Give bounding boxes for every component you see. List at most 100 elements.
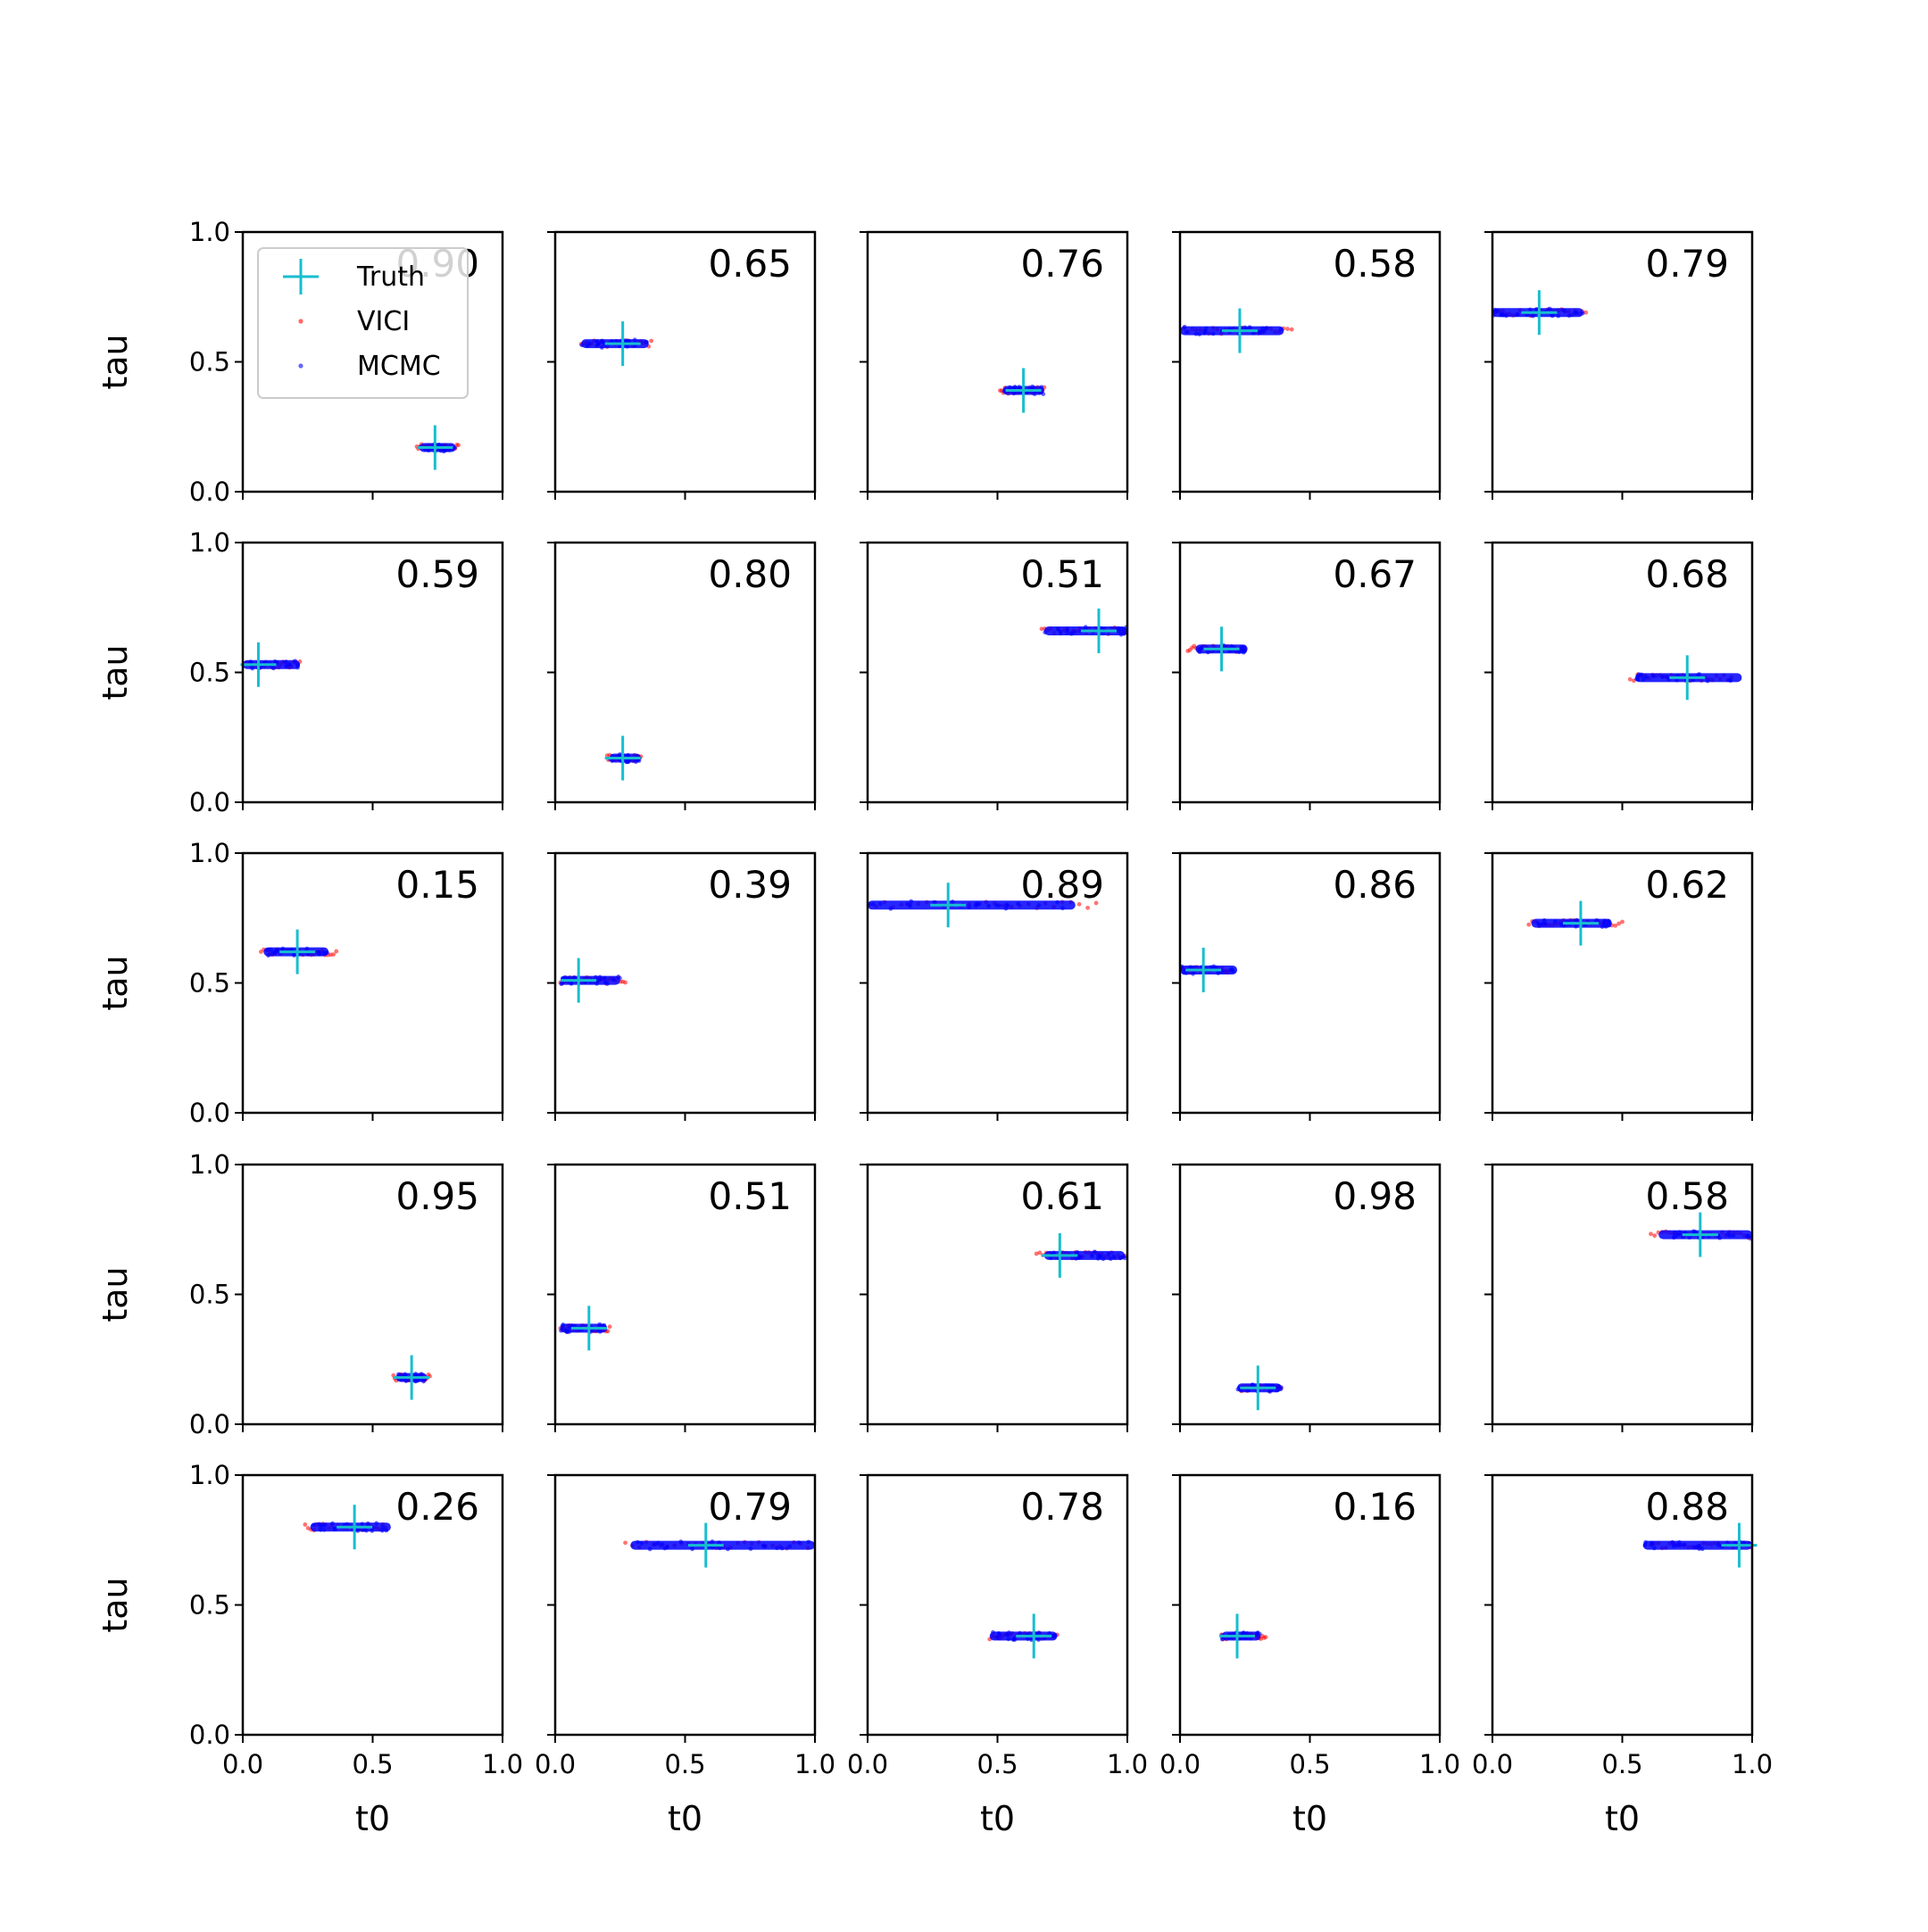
mcmc-sample (441, 449, 446, 454)
mcmc-sample (321, 1527, 327, 1532)
y-tick-label: 0.0 (189, 1098, 230, 1128)
legend-dot-icon (298, 319, 303, 324)
mcmc-sample (312, 1522, 317, 1528)
mcmc-sample (1547, 306, 1552, 311)
legend-box (257, 247, 469, 399)
mcmc-sample (284, 659, 288, 664)
mcmc-sample (248, 659, 253, 665)
mcmc-sample (331, 1526, 337, 1531)
mcmc-sample (639, 1540, 644, 1546)
mcmc-sample (1728, 678, 1733, 684)
vici-sample (334, 949, 339, 954)
mcmc-sample (1258, 328, 1263, 334)
mcmc-sample (1011, 1637, 1017, 1642)
mcmc-sample (1527, 307, 1533, 312)
vici-sample (1263, 1635, 1268, 1639)
panel-score: 0.51 (708, 1174, 792, 1218)
mcmc-sample (613, 338, 619, 344)
y-axis-label: tau (96, 334, 135, 389)
panel-score: 0.79 (708, 1485, 792, 1529)
mcmc-sample (1003, 906, 1009, 911)
vici-sample (623, 980, 627, 985)
mcmc-sample (1118, 1256, 1123, 1261)
mcmc-sample (370, 1529, 375, 1533)
panel-score: 0.58 (1645, 1174, 1729, 1218)
vici-sample (623, 1540, 627, 1546)
mcmc-sample (1043, 630, 1048, 635)
mcmc-sample (270, 949, 276, 955)
vici-sample (1076, 901, 1082, 907)
mcmc-sample (287, 661, 293, 667)
panel-score: 0.68 (1645, 552, 1729, 596)
mcmc-sample (725, 1546, 730, 1552)
mcmc-sample (1639, 672, 1644, 677)
mcmc-sample (1032, 392, 1037, 397)
x-tick-label: 0.0 (1472, 1749, 1513, 1779)
mcmc-sample (1083, 625, 1088, 630)
mcmc-sample (1216, 971, 1221, 975)
mcmc-sample (1675, 677, 1680, 683)
mcmc-sample (1203, 326, 1209, 331)
vici-sample (1613, 923, 1618, 928)
mcmc-sample (1671, 1235, 1676, 1240)
legend-label: VICI (357, 306, 410, 337)
mcmc-sample (595, 343, 601, 348)
mcmc-sample (986, 903, 991, 908)
mcmc-sample (355, 1529, 361, 1533)
mcmc-sample (318, 1527, 323, 1532)
mcmc-sample (973, 903, 978, 908)
panel-score: 0.86 (1333, 863, 1417, 907)
panel-19: 0.98 (1172, 1163, 1442, 1432)
mcmc-sample (1651, 674, 1656, 679)
vici-sample (1649, 1231, 1653, 1237)
x-axis-label: t0 (668, 1799, 702, 1838)
panel-score: 0.39 (708, 863, 792, 907)
panel-8: 0.51 (860, 541, 1129, 810)
vici-sample (1652, 1233, 1658, 1239)
mcmc-sample (412, 1379, 418, 1383)
y-tick-label: 0.5 (189, 347, 230, 377)
mcmc-sample (1695, 1544, 1700, 1549)
mcmc-sample (1235, 1387, 1241, 1392)
x-tick-label: 1.0 (1732, 1749, 1773, 1779)
y-tick-label: 0.0 (189, 1720, 230, 1750)
mcmc-sample (1687, 1235, 1692, 1240)
mcmc-band (868, 900, 1076, 910)
mcmc-sample (559, 982, 564, 986)
mcmc-sample (1197, 332, 1202, 336)
mcmc-sample (616, 974, 621, 979)
mcmc-sample (1664, 675, 1669, 679)
mcmc-sample (806, 1539, 811, 1545)
mcmc-sample (1197, 650, 1202, 654)
mcmc-sample (1026, 1637, 1030, 1641)
mcmc-sample (1705, 678, 1710, 684)
mcmc-sample (1264, 326, 1268, 331)
mcmc-sample (1017, 385, 1022, 390)
y-tick-label: 1.0 (189, 838, 230, 868)
panel-score: 0.65 (708, 242, 792, 286)
mcmc-sample (274, 948, 278, 953)
mcmc-sample (1504, 313, 1508, 319)
mcmc-sample (1552, 919, 1558, 925)
mcmc-sample (304, 946, 310, 951)
mcmc-sample (379, 1528, 385, 1533)
mcmc-sample (1541, 922, 1545, 927)
mcmc-sample (690, 1546, 694, 1552)
mcmc-sample (1635, 675, 1641, 679)
vici-sample (1039, 626, 1044, 632)
vici-sample (1526, 922, 1532, 927)
panel-score: 0.16 (1333, 1485, 1417, 1529)
x-tick-label: 1.0 (1107, 1749, 1148, 1779)
mcmc-sample (293, 659, 298, 664)
vici-sample (1616, 921, 1622, 926)
panel-12: 0.39 (547, 851, 817, 1121)
y-tick-label: 0.5 (189, 1590, 230, 1621)
mcmc-sample (361, 1528, 366, 1532)
x-tick-label: 1.0 (1419, 1749, 1460, 1779)
vici-sample (605, 1329, 611, 1334)
mcmc-sample (1051, 1634, 1056, 1638)
mcmc-sample (1641, 676, 1646, 682)
mcmc-sample (1533, 307, 1539, 311)
mcmc-sample (644, 339, 649, 344)
vici-sample (1583, 310, 1589, 315)
